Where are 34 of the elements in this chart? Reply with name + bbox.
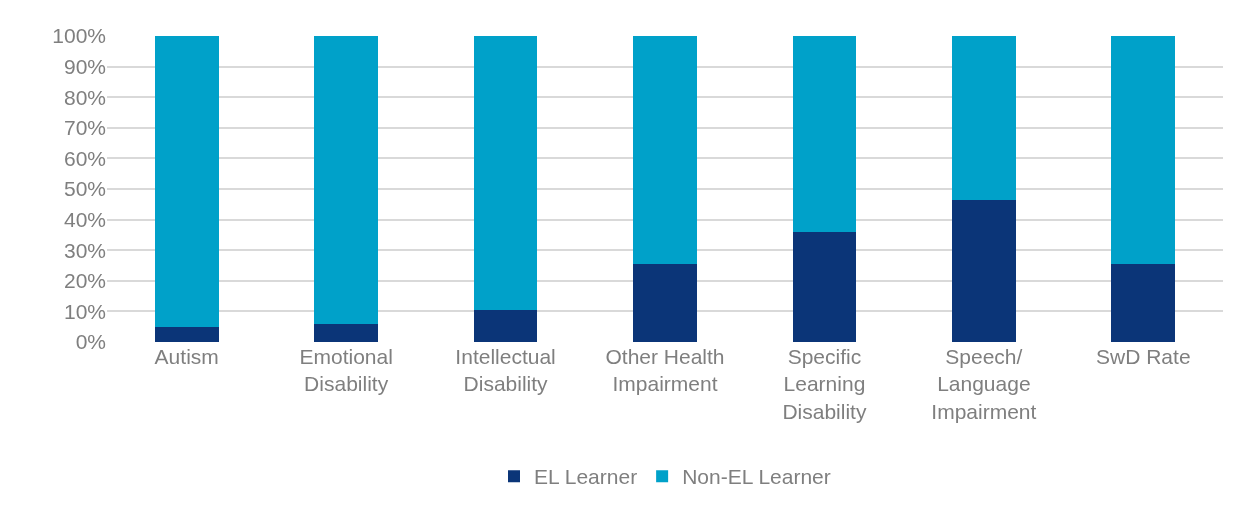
x-tick-label: SwD Rate	[1096, 345, 1191, 368]
bar	[951, 36, 1016, 200]
legend-label: EL Learner	[534, 465, 638, 489]
bar	[314, 36, 379, 325]
x-tick-label: Speech/ Language Impairment	[931, 345, 1037, 423]
x-tick-label: Other Health Impairment	[605, 345, 725, 396]
bar	[633, 263, 697, 342]
y-tick-label: 10%	[63, 299, 106, 323]
bar	[314, 324, 379, 342]
y-tick-label: 50%	[63, 177, 106, 201]
x-tick-label: Intellectual Disability	[455, 345, 556, 396]
bar	[473, 36, 538, 310]
y-tick-label: 100%	[52, 24, 106, 48]
bar	[1111, 36, 1176, 264]
y-tick-label: 20%	[63, 269, 106, 293]
legend-label: Non-EL Learner	[682, 465, 831, 489]
y-tick-label: 60%	[63, 146, 106, 170]
bar	[1111, 263, 1176, 342]
x-tick-label: Specific Learning Disability	[782, 345, 867, 423]
bar	[154, 326, 219, 342]
bar	[154, 36, 219, 327]
bar	[633, 36, 697, 264]
bar	[951, 199, 1016, 342]
x-tick-label: Autism	[154, 345, 219, 368]
bar	[792, 231, 857, 342]
bar	[473, 309, 538, 342]
y-tick-label: 40%	[63, 207, 106, 231]
y-tick-label: 0%	[75, 330, 106, 354]
y-tick-label: 70%	[63, 116, 106, 140]
y-tick-label: 80%	[63, 85, 106, 109]
x-tick-label: Emotional Disability	[299, 345, 393, 396]
y-tick-label: 90%	[63, 54, 106, 78]
y-tick-label: 30%	[63, 238, 106, 262]
bar	[792, 36, 857, 232]
